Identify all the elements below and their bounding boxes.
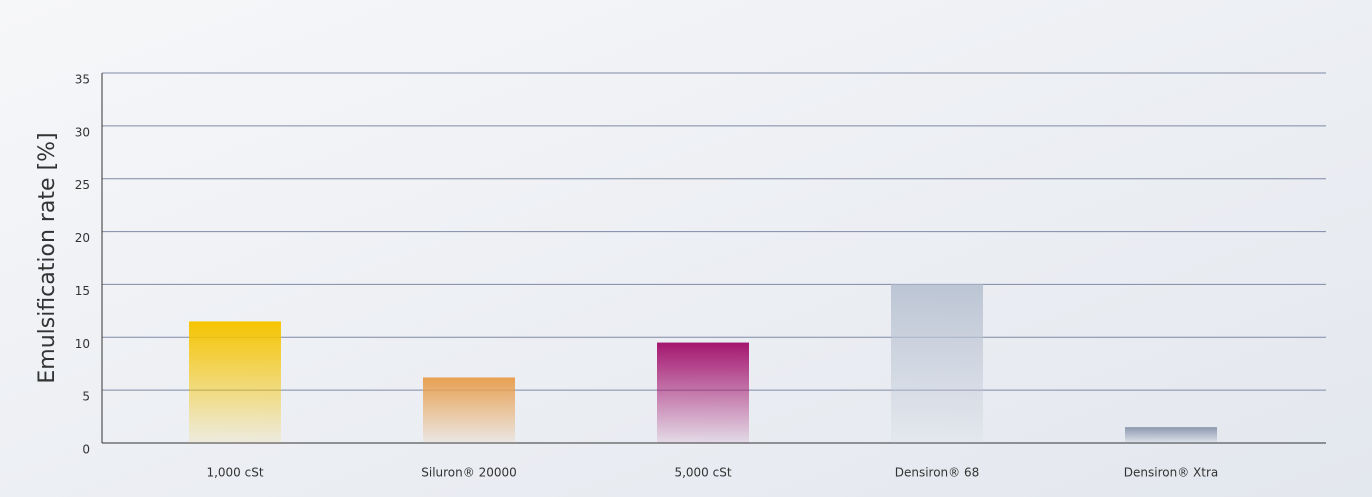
y-tick-label: 30	[75, 125, 90, 139]
bar	[891, 284, 983, 443]
y-tick-label: 10	[75, 337, 90, 351]
bar	[189, 321, 281, 443]
y-tick-label: 20	[75, 231, 90, 245]
y-tick-label: 25	[75, 178, 90, 192]
y-tick-label: 5	[82, 390, 90, 404]
x-tick-label: 5,000 cSt	[674, 466, 731, 480]
x-tick-label: Densiron® 68	[895, 466, 980, 480]
bar	[657, 342, 749, 443]
bar	[1125, 427, 1217, 443]
y-axis-label: Emulsification rate [%]	[35, 132, 60, 383]
x-tick-label: 1,000 cSt	[206, 466, 263, 480]
y-tick-label: 15	[75, 284, 90, 298]
x-tick-label: Siluron® 20000	[421, 466, 517, 480]
bar	[423, 377, 515, 443]
y-tick-label: 0	[82, 443, 90, 457]
x-tick-label: Densiron® Xtra	[1124, 466, 1218, 480]
y-tick-label: 35	[75, 73, 90, 87]
